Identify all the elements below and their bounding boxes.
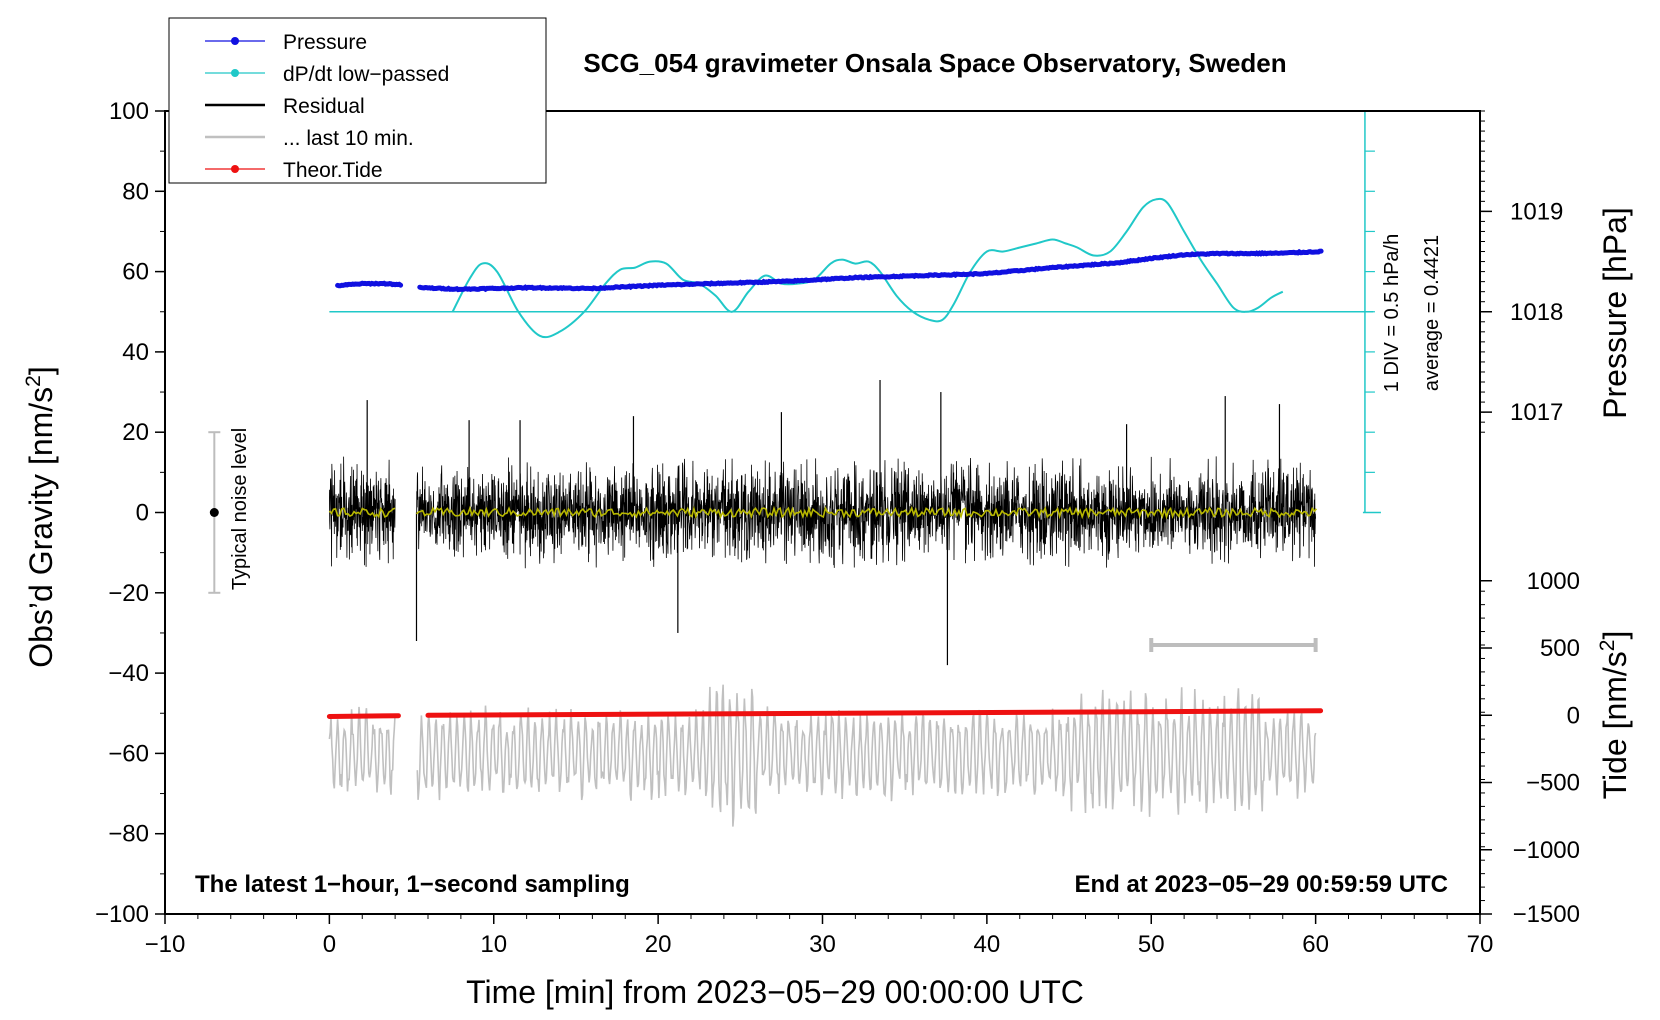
x-tick-label: 70: [1467, 931, 1494, 958]
y-axis-label-left-main: Obs’d Gravity [nm/s: [23, 387, 59, 668]
y-tick-label: 0: [136, 500, 149, 527]
y-tick-label: −40: [108, 660, 149, 687]
series-last-10-min-line: [328, 684, 1317, 827]
tide-axis-label: Tide [nm/s2]: [1596, 631, 1633, 800]
noise-level-center-dot: [209, 508, 219, 517]
tide-axis-label-end: ]: [1597, 631, 1633, 640]
tide-axis-label-main: Tide [nm/s: [1597, 651, 1633, 799]
legend-label-3: ... last 10 min.: [283, 127, 414, 150]
legend-label-0: Pressure: [283, 31, 367, 54]
legend-label-4: Theor.Tide: [283, 159, 383, 182]
x-tick-label: 40: [974, 931, 1001, 958]
tide-axis-label-sup: 2: [1596, 640, 1619, 652]
y-tick-label: −20: [108, 580, 149, 607]
series-pressure-segment-0: [335, 280, 404, 289]
x-tick-label: −10: [145, 931, 186, 958]
series-tide-segment-1: [425, 708, 1324, 718]
y-tick-label: 60: [122, 259, 149, 286]
pressure-tick-label: 1018: [1510, 299, 1563, 326]
legend: Pressure dP/dt low−passed Residual ... last…: [168, 17, 547, 184]
tide-tick-label: −1000: [1513, 837, 1580, 864]
y-axis-label-left-end: ]: [23, 366, 59, 375]
y-tick-label: −100: [95, 901, 149, 928]
note-sampling: The latest 1−hour, 1−second sampling: [195, 871, 630, 898]
legend-swatch-dot-0: [231, 37, 239, 45]
y-tick-label: 80: [122, 178, 149, 205]
axes-layer: −10 0 10 20 30 40 50 60 70100806040200−20−40−60−…: [95, 98, 1580, 958]
x-tick-label: 0: [323, 931, 336, 958]
legend-swatch-dot-4: [231, 165, 239, 173]
tide-tick-label: −1500: [1513, 901, 1580, 928]
legend-label-2: Residual: [283, 95, 365, 118]
tide-tick-label: −500: [1526, 770, 1580, 797]
legend-swatch-dot-1: [231, 69, 239, 77]
y-tick-label: 20: [122, 419, 149, 446]
x-axis-label: Time [min] from 2023−05−29 00:00:00 UTC: [466, 974, 1084, 1010]
y-tick-label: 100: [109, 98, 149, 125]
y-tick-label: 40: [122, 339, 149, 366]
tide-tick-label: 1000: [1527, 568, 1580, 595]
y-tick-label: −60: [108, 740, 149, 767]
legend-label-1: dP/dt low−passed: [283, 63, 449, 86]
pressure-scale-label-1: 1 DIV = 0.5 hPa/h: [1381, 234, 1403, 392]
y-axis-label-left-sup: 2: [22, 375, 45, 387]
series-dpdt-line: [451, 197, 1284, 339]
series-residual-segment-1: [416, 456, 1317, 569]
legend-items: Pressure dP/dt low−passed Residual ... last…: [205, 31, 449, 182]
tide-tick-label: 500: [1540, 635, 1580, 662]
series-residual-smoothed-1: [415, 505, 1318, 520]
pressure-axis-label: Pressure [hPa]: [1597, 207, 1633, 419]
legend-box: [168, 17, 547, 184]
chart-title: SCG_054 gravimeter Onsala Space Observat…: [583, 48, 1286, 78]
tide-tick-label: 0: [1567, 702, 1580, 729]
data-layer: [208, 110, 1381, 827]
series-pressure-segment-1: [417, 248, 1324, 293]
series-residual-smoothed-0: [328, 506, 396, 519]
noise-level-label: Typical noise level: [229, 428, 251, 590]
pressure-scale-label-2: average = 0.4421: [1421, 235, 1443, 391]
x-tick-label: 60: [1302, 931, 1329, 958]
y-tick-label: −80: [108, 821, 149, 848]
note-end-time: End at 2023−05−29 00:59:59 UTC: [1074, 871, 1448, 898]
pressure-tick-label: 1019: [1510, 198, 1563, 225]
x-tick-label: 30: [809, 931, 836, 958]
x-tick-label: 10: [480, 931, 507, 958]
pressure-tick-label: 1017: [1510, 399, 1563, 426]
x-tick-label: 20: [645, 931, 672, 958]
x-tick-label: 50: [1138, 931, 1165, 958]
y-axis-label-left: Obs’d Gravity [nm/s2]: [22, 366, 59, 668]
series-tide-segment-0: [326, 713, 401, 719]
